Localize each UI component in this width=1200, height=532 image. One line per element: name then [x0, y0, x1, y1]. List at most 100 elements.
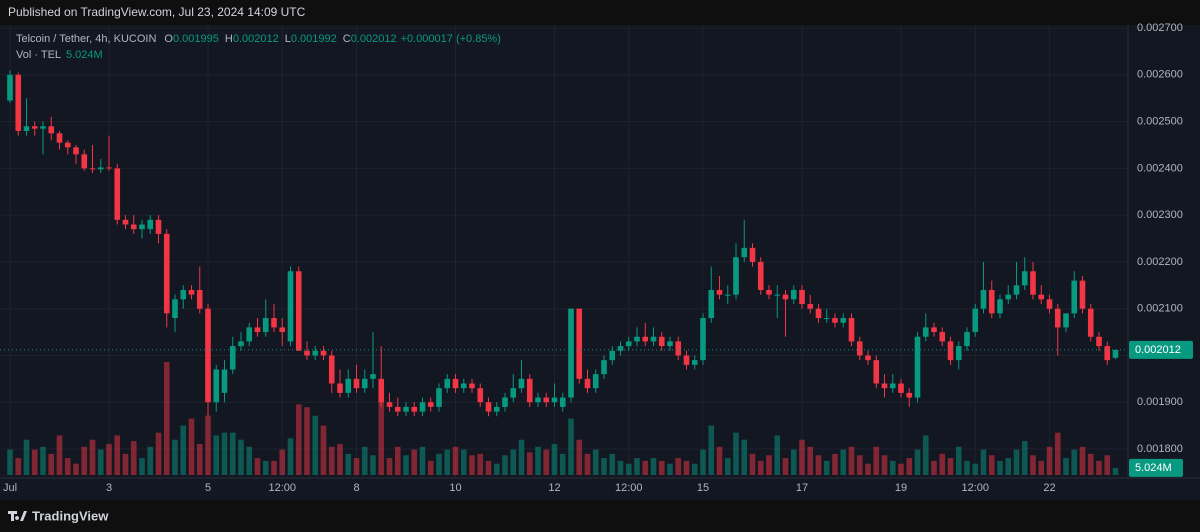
x-tick-label: 12:00 [961, 482, 989, 494]
volume-bar [634, 458, 640, 475]
volume-bar [452, 446, 459, 475]
candle-body [1063, 313, 1069, 328]
candle-body [691, 360, 698, 365]
candle-body [304, 350, 310, 356]
volume-bar [287, 438, 294, 475]
candle-body [1013, 285, 1020, 295]
candle-body [955, 346, 962, 361]
candle-body [361, 378, 368, 389]
volume-bar [188, 418, 195, 475]
candle-body [716, 289, 723, 295]
candle-body [345, 378, 352, 393]
candle-body [353, 378, 360, 389]
volume-bar [601, 458, 607, 475]
volume-bar [411, 449, 418, 475]
candle-body [840, 318, 847, 323]
volume-bar [48, 453, 55, 475]
volume-bar [832, 453, 838, 475]
volume-bar [799, 439, 805, 475]
candle-body [97, 167, 104, 170]
volume-bar [254, 458, 261, 475]
candle-body [386, 402, 393, 407]
y-tick-label: 0.002600 [1137, 69, 1183, 81]
candle-body [81, 154, 88, 169]
candle-body [683, 355, 690, 365]
last-volume-label: 5.024M [1135, 462, 1172, 474]
candle-body [634, 336, 640, 342]
volume-bar [40, 446, 46, 475]
volume-bar [271, 460, 277, 475]
volume-bar [147, 446, 154, 475]
candle-body [881, 383, 888, 389]
volume-bar [724, 458, 731, 475]
volume-bar [337, 443, 343, 475]
volume-bar [914, 449, 921, 475]
volume-bar [997, 460, 1003, 475]
volume-bar [378, 397, 385, 475]
volume-bar [535, 446, 541, 475]
candle-body [48, 126, 55, 134]
volume-bar [172, 439, 178, 475]
candle-body [964, 332, 970, 347]
volume-bar [312, 415, 319, 475]
candle-body [1021, 271, 1028, 286]
volume-bar [568, 418, 574, 475]
volume-bar [617, 460, 624, 475]
volume-bar [238, 439, 244, 475]
volume-bar [345, 453, 352, 475]
x-tick-label: 22 [1043, 482, 1055, 494]
volume-bar [543, 449, 550, 475]
volume-bar [749, 453, 756, 475]
candle-body [444, 378, 451, 389]
volume-bar [1063, 458, 1069, 475]
candle-body [419, 402, 426, 412]
volume-bar [766, 455, 772, 475]
candle-body [724, 294, 731, 296]
volume-bar [502, 455, 508, 475]
candle-body [312, 350, 319, 356]
volume-bar [403, 455, 409, 475]
candle-body [988, 289, 995, 314]
candle-body [848, 318, 855, 342]
volume-bar [790, 449, 797, 475]
volume-bar [361, 446, 368, 475]
candle-body [766, 289, 772, 295]
volume-bar [947, 458, 954, 475]
candle-body [584, 378, 591, 389]
candle-body [733, 257, 739, 295]
candle-body [997, 299, 1003, 314]
volume-bar [716, 446, 723, 475]
candle-body [741, 247, 748, 258]
candle-body [163, 233, 170, 314]
volume-bar [815, 455, 822, 475]
volume-bar [584, 453, 591, 475]
candle-body [23, 126, 30, 131]
volume-bar [427, 460, 434, 475]
candle-body [642, 336, 649, 342]
volume-bar [865, 463, 871, 475]
volume-bar [1104, 455, 1111, 475]
volume-bar [906, 458, 913, 475]
candle-body [287, 271, 294, 342]
volume-bar [469, 455, 475, 475]
last-price-label: 0.002012 [1135, 344, 1181, 356]
volume-bar [7, 449, 13, 475]
volume-bar [262, 460, 269, 475]
candle-body [89, 168, 96, 170]
volume-bar [559, 453, 566, 475]
candle-body [790, 289, 797, 300]
volume-bar [130, 441, 137, 475]
volume-bar [510, 449, 517, 475]
candle-body [1005, 294, 1012, 300]
candle-body [493, 406, 500, 412]
volume-bar [31, 449, 38, 475]
candle-body [1038, 294, 1045, 300]
volume-bar [229, 432, 236, 475]
volume-bar [1087, 453, 1094, 475]
y-tick-label: 0.002400 [1137, 162, 1183, 174]
x-tick-label: 8 [353, 482, 359, 494]
candle-body [502, 397, 508, 407]
candle-body [213, 369, 220, 403]
ohlc-letter: C [343, 33, 351, 45]
